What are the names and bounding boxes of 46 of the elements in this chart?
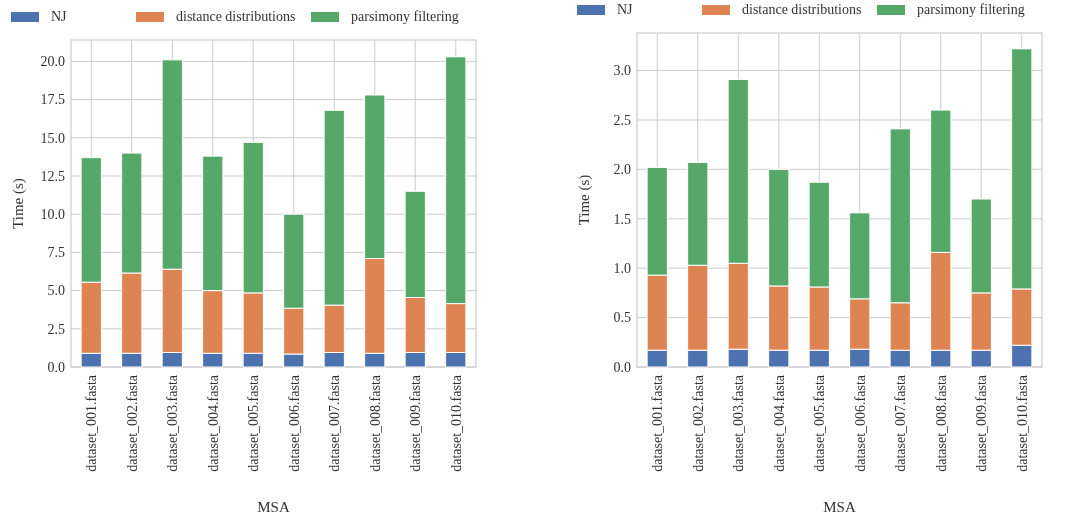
x-tick-label: dataset_008.fasta: [367, 374, 383, 472]
y-tick-label: 2.5: [613, 112, 631, 128]
y-tick-label: 7.5: [47, 245, 65, 261]
y-tick-label: 12.5: [40, 168, 65, 184]
y-tick-label: 5.0: [47, 283, 65, 299]
x-tick-label: dataset_002.fasta: [690, 374, 706, 472]
x-axis-title: MSA: [257, 499, 290, 515]
legend-label: NJ: [51, 9, 68, 24]
x-tick-label: dataset_010.fasta: [1014, 374, 1030, 472]
x-tick-label: dataset_006.fasta: [286, 374, 302, 472]
y-tick-label: 3.0: [613, 63, 631, 79]
legend-label: parsimony filtering: [351, 9, 459, 24]
y-tick-label: 20.0: [40, 54, 65, 70]
x-tick-label: dataset_007.fasta: [893, 374, 909, 472]
y-tick-label: 10.0: [40, 207, 65, 223]
legend-label: NJ: [617, 2, 634, 17]
legend-label: distance distributions: [742, 2, 862, 17]
x-tick-label: dataset_008.fasta: [933, 374, 949, 472]
y-tick-label: 2.5: [47, 321, 65, 337]
legend-label: distance distributions: [176, 9, 296, 24]
x-tick-label: dataset_005.fasta: [812, 374, 828, 472]
x-tick-label: dataset_007.fasta: [327, 374, 343, 472]
y-tick-label: 17.5: [40, 92, 65, 108]
y-tick-label: 15.0: [40, 130, 65, 146]
y-tick-label: 0.0: [47, 359, 65, 375]
x-tick-label: dataset_004.fasta: [205, 374, 221, 472]
x-tick-label: dataset_003.fasta: [731, 374, 747, 472]
x-tick-label: dataset_002.fasta: [124, 374, 140, 472]
x-tick-label: dataset_005.fasta: [246, 374, 262, 472]
x-tick-label: dataset_009.fasta: [408, 374, 424, 472]
x-axis-title: MSA: [823, 499, 856, 515]
y-tick-label: 1.5: [613, 211, 631, 227]
x-tick-label: dataset_010.fasta: [448, 374, 464, 472]
x-tick-label: dataset_004.fasta: [771, 374, 787, 472]
legend-label: parsimony filtering: [917, 2, 1025, 17]
x-tick-label: dataset_001.fasta: [84, 374, 100, 472]
y-axis-title: Time (s): [576, 174, 593, 226]
x-tick-label: dataset_003.fasta: [165, 374, 181, 472]
x-tick-label: dataset_009.fasta: [974, 374, 990, 472]
x-tick-label: dataset_006.fasta: [852, 374, 868, 472]
y-tick-label: 0.5: [613, 310, 631, 326]
y-tick-label: 2.0: [613, 162, 631, 178]
y-axis-title: Time (s): [10, 178, 27, 229]
y-tick-label: 0.0: [613, 359, 631, 375]
x-tick-label: dataset_001.fasta: [650, 374, 666, 472]
y-tick-label: 1.0: [613, 261, 631, 277]
